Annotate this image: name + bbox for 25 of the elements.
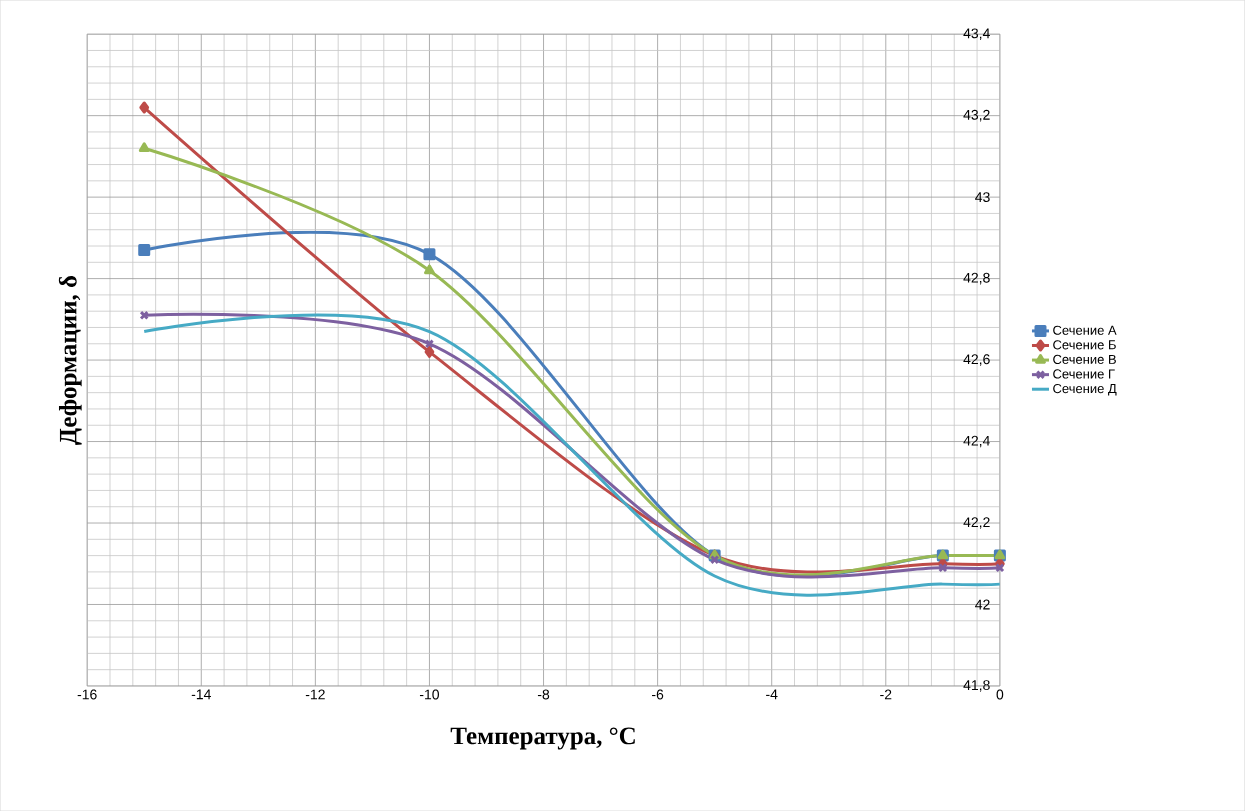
legend-label: Сечение А — [1053, 325, 1117, 335]
legend-label: Сечение Г — [1053, 369, 1115, 379]
y-tick-label: 42,8 — [963, 272, 990, 285]
legend-label: Сечение Д — [1053, 383, 1117, 396]
x-tick-label: 0 — [996, 689, 1004, 700]
y-tick-label: 42,6 — [963, 354, 990, 366]
x-axis-title: Температура, °C — [450, 727, 635, 750]
y-tick-label: 42 — [975, 599, 990, 610]
legend-label: Сечение В — [1053, 354, 1116, 364]
x-tick-label: -16 — [77, 689, 97, 700]
y-tick-label: 43 — [975, 192, 990, 203]
y-tick-label: 42,2 — [963, 517, 990, 529]
x-tick-label: -2 — [880, 689, 892, 700]
y-tick-label: 42,4 — [963, 435, 990, 448]
y-tick-label: 43,2 — [963, 109, 990, 122]
y-axis-title: Деформации, δ — [58, 275, 82, 445]
y-tick-label: 43,4 — [963, 28, 990, 40]
x-tick-label: -12 — [305, 689, 325, 700]
x-tick-label: -14 — [191, 689, 211, 700]
x-tick-label: -10 — [419, 689, 440, 700]
x-tick-label: -6 — [652, 689, 664, 700]
y-tick-label: 41,8 — [963, 680, 990, 692]
x-tick-label: -4 — [766, 689, 778, 700]
x-tick-label: -8 — [537, 689, 550, 700]
legend-label: Сечение Б — [1053, 340, 1116, 350]
